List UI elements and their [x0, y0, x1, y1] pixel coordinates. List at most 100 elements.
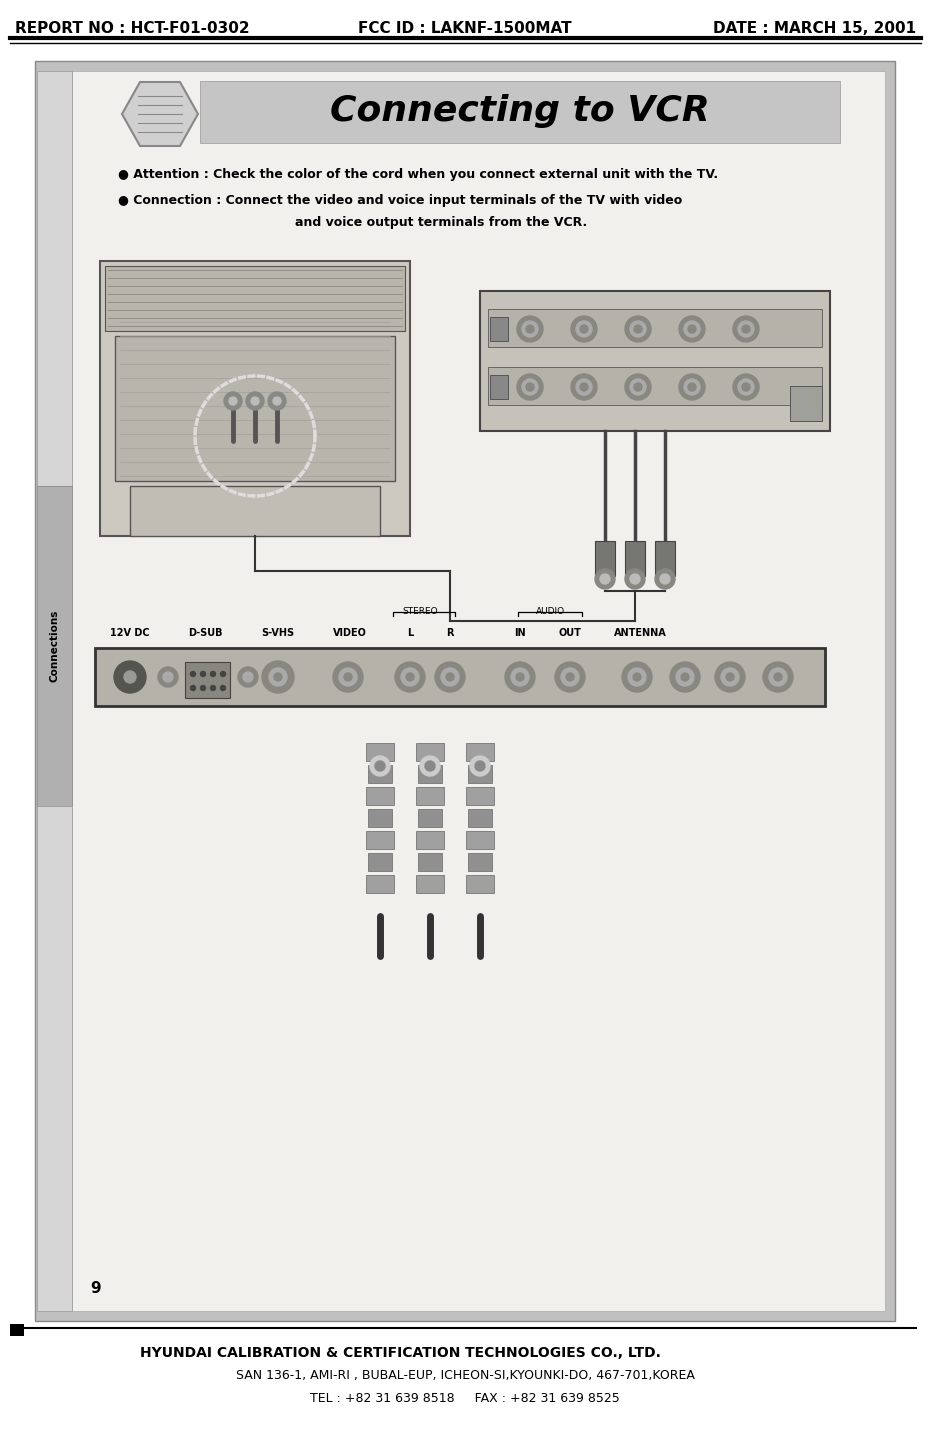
Circle shape — [268, 392, 286, 411]
Circle shape — [200, 672, 206, 676]
Bar — [468, 853, 492, 872]
Text: 9: 9 — [90, 1281, 101, 1297]
Bar — [468, 808, 492, 827]
Circle shape — [273, 396, 281, 405]
Bar — [366, 787, 394, 806]
Circle shape — [420, 755, 440, 775]
Circle shape — [191, 672, 196, 676]
Circle shape — [625, 316, 651, 342]
Bar — [466, 742, 494, 761]
Circle shape — [526, 383, 534, 391]
Bar — [418, 808, 442, 827]
Bar — [480, 292, 830, 431]
Bar — [416, 787, 444, 806]
Circle shape — [516, 673, 524, 681]
Text: Connecting to VCR: Connecting to VCR — [331, 93, 709, 128]
Circle shape — [269, 668, 287, 686]
Circle shape — [210, 685, 215, 691]
Circle shape — [395, 662, 425, 692]
Text: REPORT NO : HCT-F01-0302: REPORT NO : HCT-F01-0302 — [15, 22, 250, 36]
Circle shape — [742, 383, 750, 391]
Circle shape — [163, 672, 173, 682]
Text: STEREO: STEREO — [402, 607, 438, 616]
Text: OUT: OUT — [559, 628, 582, 638]
Circle shape — [344, 673, 352, 681]
Circle shape — [688, 325, 696, 333]
Circle shape — [246, 392, 264, 411]
Circle shape — [726, 673, 734, 681]
Circle shape — [221, 685, 225, 691]
Bar — [466, 831, 494, 849]
Bar — [466, 787, 494, 806]
Circle shape — [238, 666, 258, 686]
Text: 12V DC: 12V DC — [110, 628, 150, 638]
Circle shape — [676, 668, 694, 686]
Circle shape — [401, 668, 419, 686]
Circle shape — [526, 325, 534, 333]
Circle shape — [517, 316, 543, 342]
Circle shape — [229, 396, 237, 405]
Circle shape — [625, 569, 645, 589]
Bar — [595, 541, 615, 576]
Text: D-SUB: D-SUB — [188, 628, 223, 638]
Circle shape — [715, 662, 745, 692]
Circle shape — [251, 396, 259, 405]
Bar — [37, 70, 72, 485]
Bar — [468, 765, 492, 783]
Circle shape — [679, 373, 705, 401]
Bar — [10, 1324, 24, 1335]
Bar — [416, 875, 444, 893]
Bar — [185, 662, 230, 698]
Circle shape — [625, 373, 651, 401]
Circle shape — [370, 755, 390, 775]
Circle shape — [243, 672, 253, 682]
Polygon shape — [122, 82, 198, 146]
Bar — [655, 541, 675, 576]
Circle shape — [333, 662, 363, 692]
Text: R: R — [446, 628, 453, 638]
Circle shape — [733, 316, 759, 342]
Circle shape — [511, 668, 529, 686]
Circle shape — [114, 661, 146, 694]
Bar — [37, 485, 72, 806]
Circle shape — [763, 662, 793, 692]
Bar — [200, 80, 840, 144]
Circle shape — [505, 662, 535, 692]
Circle shape — [517, 373, 543, 401]
Bar — [35, 60, 895, 1321]
Text: VIDEO: VIDEO — [333, 628, 367, 638]
Text: HYUNDAI CALIBRATION & CERTIFICATION: HYUNDAI CALIBRATION & CERTIFICATION — [140, 1346, 465, 1360]
Circle shape — [224, 392, 242, 411]
Circle shape — [576, 322, 592, 337]
Bar — [488, 309, 822, 348]
Circle shape — [580, 383, 588, 391]
Circle shape — [406, 673, 414, 681]
Circle shape — [655, 569, 675, 589]
Circle shape — [475, 761, 485, 771]
Circle shape — [158, 666, 178, 686]
Bar — [368, 765, 392, 783]
Circle shape — [200, 685, 206, 691]
Bar — [416, 831, 444, 849]
Text: L: L — [407, 628, 413, 638]
Text: ANTENNA: ANTENNA — [614, 628, 667, 638]
Circle shape — [441, 668, 459, 686]
Bar — [418, 765, 442, 783]
Circle shape — [425, 761, 435, 771]
Text: SAN 136-1, AMI-RI , BUBAL-EUP, ICHEON-SI,KYOUNKI-DO, 467-701,KOREA: SAN 136-1, AMI-RI , BUBAL-EUP, ICHEON-SI… — [236, 1370, 695, 1383]
Circle shape — [684, 322, 700, 337]
Bar — [105, 266, 405, 332]
Circle shape — [742, 325, 750, 333]
Circle shape — [688, 383, 696, 391]
Circle shape — [738, 379, 754, 395]
Circle shape — [576, 379, 592, 395]
Circle shape — [555, 662, 585, 692]
Text: IN: IN — [514, 628, 526, 638]
Circle shape — [600, 574, 610, 584]
Circle shape — [628, 668, 646, 686]
Bar — [490, 317, 508, 340]
Bar — [72, 70, 885, 1311]
Bar — [130, 485, 380, 536]
Bar — [488, 368, 822, 405]
Circle shape — [634, 325, 642, 333]
